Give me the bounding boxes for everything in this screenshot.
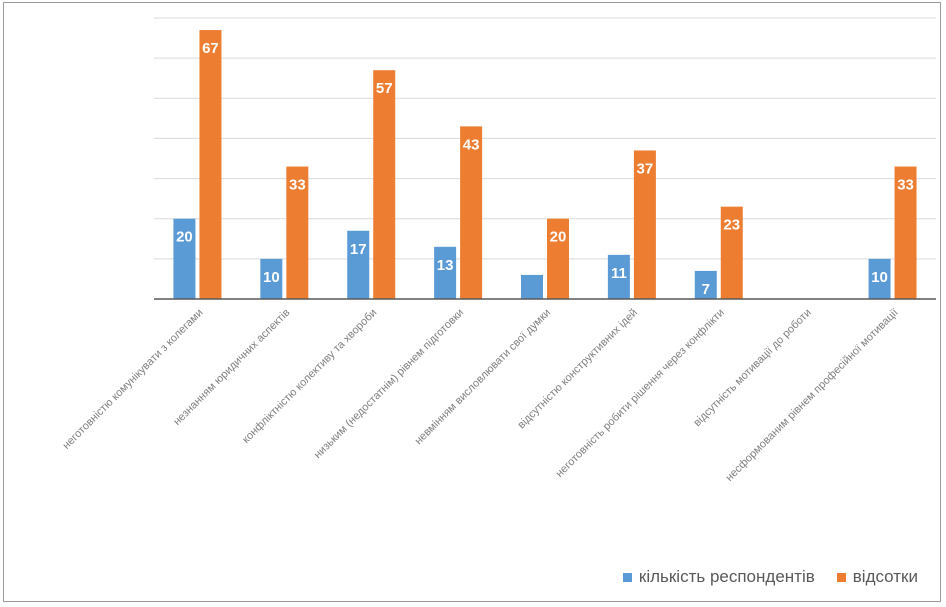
category-label: невмінням висловлювати свої думки — [413, 307, 553, 447]
data-label-respondents: 11 — [611, 265, 627, 282]
bar-respondents — [260, 258, 283, 299]
data-label-percent: 57 — [376, 80, 393, 97]
bar-respondents — [173, 218, 196, 299]
bar-respondents — [434, 246, 457, 299]
data-label-respondents: 7 — [702, 281, 710, 298]
bar-percent — [720, 206, 743, 299]
legend-label-respondents: кількість респондентів — [638, 567, 815, 586]
data-label-respondents: 10 — [871, 269, 888, 286]
bar-percent — [894, 166, 917, 299]
bar-percent — [460, 126, 483, 299]
data-label-percent: 20 — [550, 229, 567, 246]
bar-respondents — [607, 254, 630, 299]
data-label-respondents: 13 — [437, 257, 454, 274]
data-label-respondents: 10 — [263, 269, 280, 286]
category-label: несформованим рівнем професійної мотивац… — [724, 307, 901, 484]
category-label: конфліктністю колективу та хвороби — [240, 307, 379, 446]
data-label-percent: 37 — [637, 160, 654, 177]
bar-percent — [373, 70, 396, 299]
bar-chart: 20 67 неготовністю комунікувати з колегами… — [60, 17, 936, 484]
legend-item-percent: відсотки — [836, 567, 918, 587]
legend-swatch-respondents — [622, 572, 632, 582]
legend: кількість респондентів відсотки — [622, 567, 918, 587]
legend-item-respondents: кількість респондентів — [622, 567, 815, 587]
data-label-percent: 33 — [289, 177, 306, 194]
data-label-percent: 23 — [723, 217, 740, 234]
data-label-percent: 33 — [897, 177, 914, 194]
bar-respondents — [694, 270, 717, 299]
bar-percent — [547, 218, 569, 299]
category-label: неготовністю комунікувати з колегами — [60, 307, 205, 452]
bar-respondents — [347, 230, 370, 299]
legend-label-percent: відсотки — [852, 567, 918, 586]
legend-swatch-percent — [836, 572, 846, 582]
data-label-respondents: 17 — [350, 241, 367, 258]
bar-respondents — [868, 258, 891, 299]
bar-percent — [286, 166, 309, 299]
category-label: неготовність робити рішення через конфлі… — [554, 307, 727, 480]
bar-percent — [633, 150, 656, 299]
chart-frame: 20 67 неготовністю комунікувати з колегами… — [3, 2, 941, 602]
category-label: низьким (недостатнім) рівнем підготовки — [312, 307, 466, 461]
data-label-percent: 43 — [463, 136, 480, 153]
data-label-respondents: 20 — [176, 229, 193, 246]
data-label-percent: 67 — [202, 40, 219, 57]
bar-respondents — [521, 274, 543, 299]
bar-percent — [199, 30, 222, 300]
